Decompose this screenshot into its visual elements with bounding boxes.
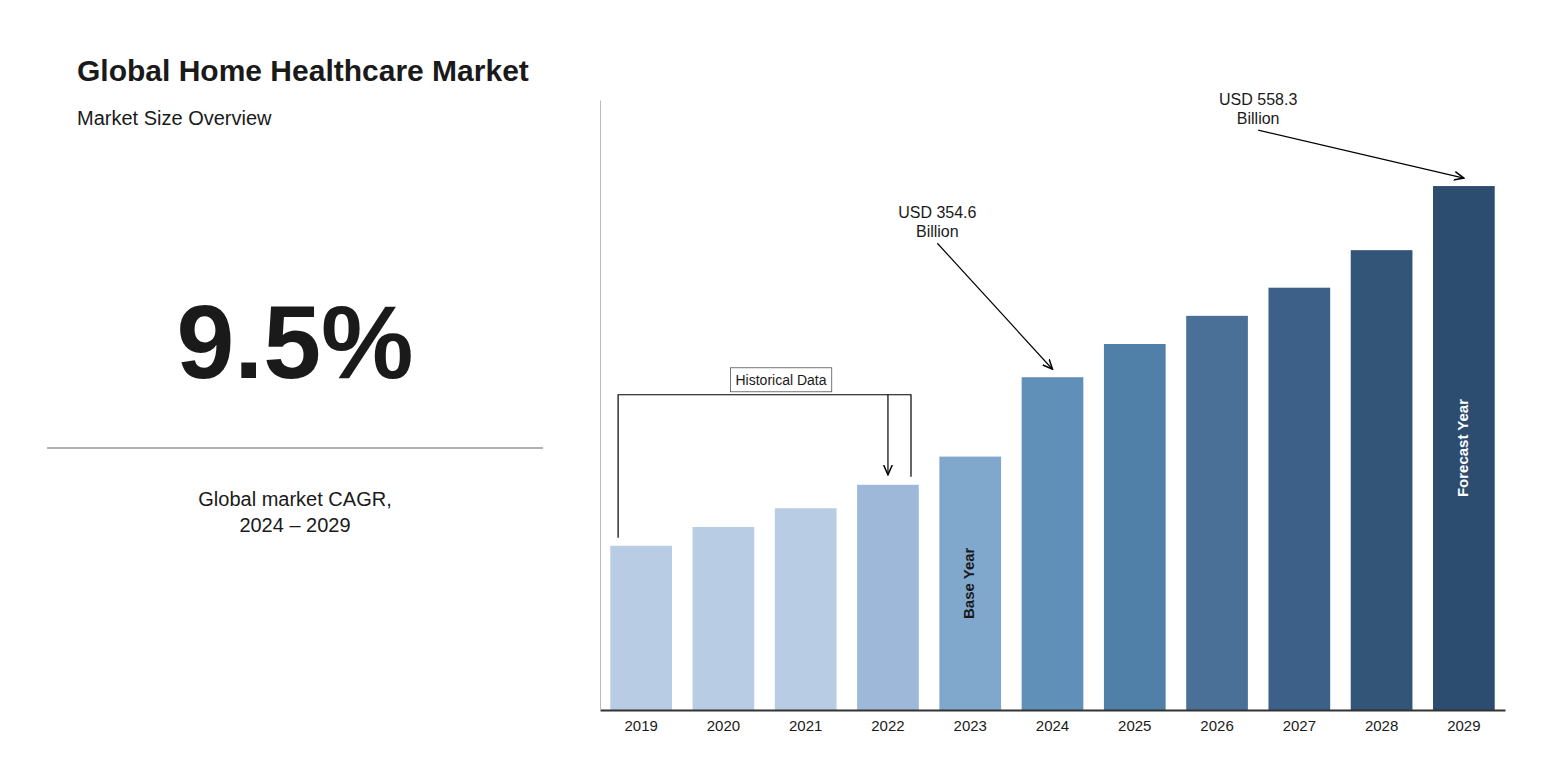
x-tick: 2028: [1365, 710, 1398, 734]
base-year-label: Base Year: [960, 547, 977, 619]
x-tick-label: 2026: [1200, 717, 1233, 734]
x-tick-label: 2019: [624, 717, 657, 734]
x-tick: 2023: [954, 710, 987, 734]
bar: [775, 508, 837, 710]
headline-caption-line: Global market CAGR,: [198, 488, 391, 510]
value-callout-line: USD 354.6: [898, 204, 976, 221]
x-tick-label: 2021: [789, 717, 822, 734]
bar: [1351, 250, 1413, 710]
value-callout: USD 354.6 Billion: [898, 204, 976, 240]
historical-bracket: Historical Data: [618, 368, 911, 538]
x-axis-line: [601, 710, 1506, 712]
historical-label: Historical Data: [735, 372, 826, 388]
headline-caption-line: 2024 – 2029: [239, 514, 350, 536]
x-axis: 2019 2020 2021 2022 2023 2024 2025 2026 2027 2028…: [601, 710, 1506, 734]
x-tick-label: 2023: [954, 717, 987, 734]
bracket-arrow: [887, 395, 888, 475]
x-tick-label: 2024: [1036, 717, 1069, 734]
x-tick: 2024: [1036, 710, 1069, 734]
bar: [939, 457, 1001, 710]
bracket-line: [618, 395, 911, 538]
x-tick: 2025: [1118, 710, 1151, 734]
headline-figure: 9.5%: [176, 284, 413, 400]
bar: [1104, 344, 1166, 710]
x-tick-label: 2027: [1283, 717, 1316, 734]
callout-arrow: [1258, 130, 1464, 178]
callout-arrow: [937, 243, 1052, 369]
x-tick: 2027: [1283, 710, 1316, 734]
bar: [1268, 288, 1330, 710]
x-tick: 2021: [789, 710, 822, 734]
annotations: Base Year Forecast Year Historical Data USD…: [618, 91, 1471, 619]
x-tick-label: 2020: [707, 717, 740, 734]
x-tick-label: 2029: [1447, 717, 1480, 734]
bar: [1022, 377, 1084, 710]
title: Global Home Healthcare Market: [77, 54, 529, 87]
x-tick: 2026: [1200, 710, 1233, 734]
y-axis-line: [600, 101, 601, 711]
x-tick-label: 2025: [1118, 717, 1151, 734]
chart-svg: Global Home Healthcare Market Market Size…: [0, 0, 1552, 772]
y-axis: [600, 101, 601, 711]
value-callout-line: USD 558.3: [1219, 91, 1297, 108]
value-callout: USD 558.3 Billion: [1219, 91, 1297, 127]
subtitle: Market Size Overview: [77, 107, 272, 129]
x-tick: 2019: [624, 710, 657, 734]
bar: [610, 546, 672, 710]
value-callout-line: Billion: [1237, 110, 1280, 127]
x-tick-label: 2022: [871, 717, 904, 734]
forecast-year-label: Forecast Year: [1454, 399, 1471, 497]
headline-caption: Global market CAGR, 2024 – 2029: [198, 488, 391, 536]
x-tick-label: 2028: [1365, 717, 1398, 734]
value-callout-line: Billion: [916, 223, 959, 240]
divider: [47, 447, 543, 448]
bar: [1433, 186, 1495, 710]
bar: [1186, 316, 1248, 710]
x-tick: 2029: [1447, 710, 1480, 734]
x-tick: 2020: [707, 710, 740, 734]
bar: [693, 527, 755, 710]
x-tick: 2022: [871, 710, 904, 734]
bar: [857, 485, 919, 710]
historical-label-box: [730, 368, 831, 392]
bars: [610, 186, 1494, 710]
